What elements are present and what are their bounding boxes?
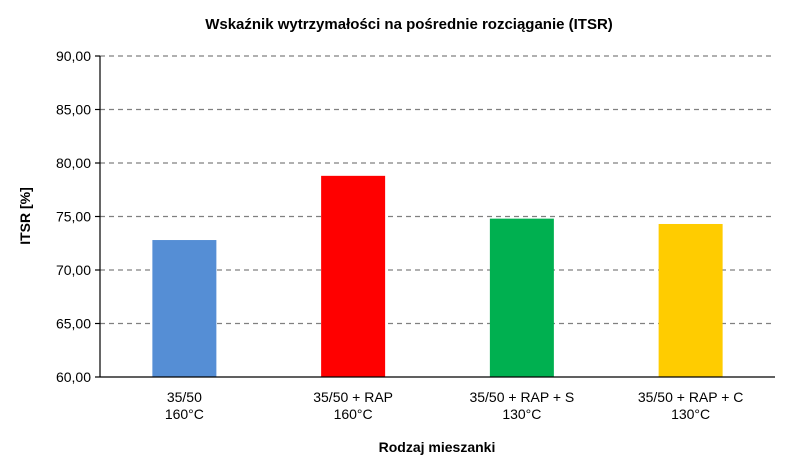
- x-tick-label: 130°C: [671, 406, 710, 422]
- x-axis-title: Rodzaj mieszanki: [379, 439, 496, 455]
- x-tick-label: 160°C: [334, 406, 373, 422]
- bar: [489, 218, 554, 377]
- y-tick-label: 75,00: [56, 209, 91, 225]
- bar: [321, 175, 386, 377]
- x-tick-label: 35/50 + RAP + C: [638, 389, 744, 405]
- x-tick-label: 35/50: [167, 389, 202, 405]
- y-tick-label: 65,00: [56, 316, 91, 332]
- chart-title: Wskaźnik wytrzymałości na pośrednie rozc…: [205, 16, 613, 33]
- bar: [152, 240, 217, 377]
- y-tick-label: 70,00: [56, 262, 91, 278]
- x-tick-label: 35/50 + RAP + S: [469, 389, 574, 405]
- y-axis-title: ITSR [%]: [17, 187, 33, 245]
- bar: [658, 223, 723, 377]
- y-tick-labels: 60,00 65,00 70,00 75,00 80,00 85,00 90,00: [56, 48, 100, 385]
- y-tick-label: 85,00: [56, 102, 91, 118]
- y-tick-label: 80,00: [56, 155, 91, 171]
- bars: [152, 175, 723, 377]
- x-tick-label: 35/50 + RAP: [313, 389, 393, 405]
- y-tick-label: 60,00: [56, 369, 91, 385]
- y-tick-label: 90,00: [56, 48, 91, 64]
- x-tick-label: 160°C: [165, 406, 204, 422]
- x-tick-label: 130°C: [502, 406, 541, 422]
